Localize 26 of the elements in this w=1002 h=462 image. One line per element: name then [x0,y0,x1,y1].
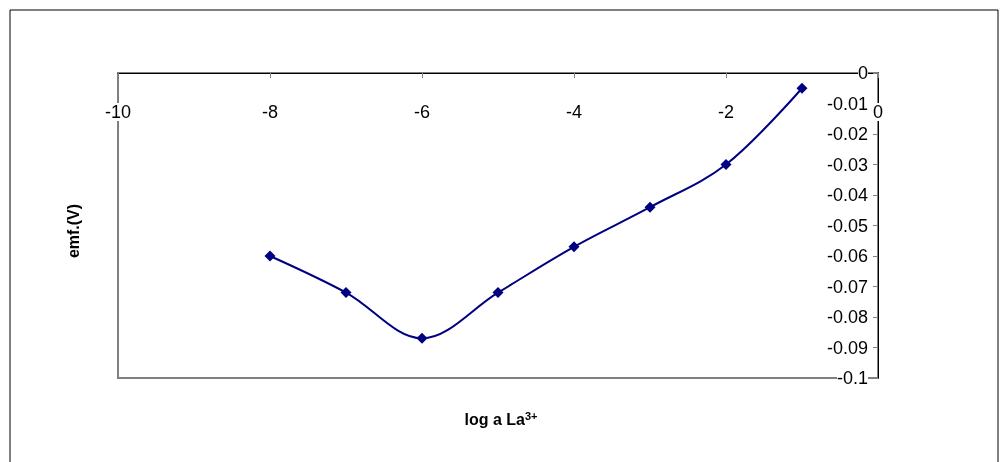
y-tick-label: -0.01 [826,93,868,114]
point [568,241,580,253]
point [264,250,276,262]
y-tick-label: -0.07 [826,276,868,297]
point [644,201,656,213]
y-tick-label: -0.02 [826,124,868,144]
y-tick-label: -0.06 [826,246,868,266]
point [492,287,504,299]
point [416,332,428,344]
x-tick-label: -10 [104,102,132,122]
y-tick-label: -0.03 [826,154,868,175]
y-tick-label: -0.05 [826,215,868,236]
y-tick-label: 0 [857,63,868,83]
y-axis-title: emf.(V) [64,203,82,259]
point [796,82,808,94]
x-tick-label: -4 [565,102,583,122]
point [340,287,352,299]
y-tick-label: -0.08 [826,307,868,327]
y-tick-label: -0.04 [826,185,868,205]
x-tick-label: 0 [872,102,884,122]
y-tick-label: -0.1 [836,368,868,388]
point [720,159,732,170]
x-tick-label: -6 [413,102,431,122]
x-tick-label: -2 [717,102,735,122]
y-tick-label: -0.09 [826,337,868,358]
x-tick-label: -8 [261,102,279,122]
